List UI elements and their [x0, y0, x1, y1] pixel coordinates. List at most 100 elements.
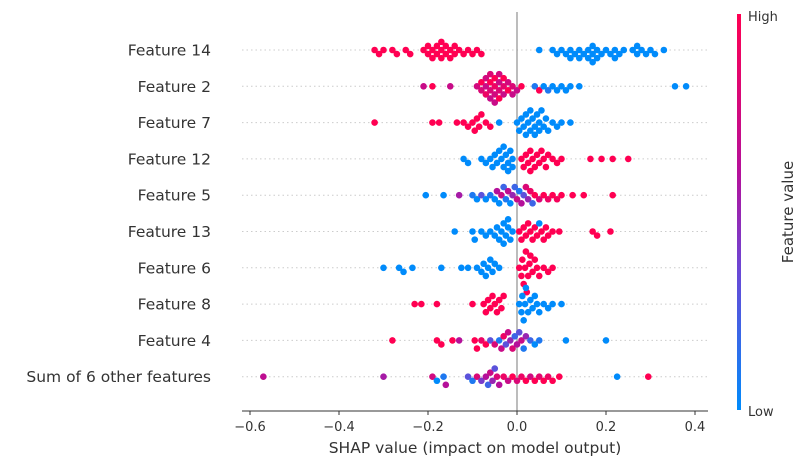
shap-point [380, 373, 387, 381]
shap-point [406, 50, 414, 58]
shap-point [464, 123, 472, 130]
shap-point [518, 308, 525, 316]
shap-point [527, 107, 534, 114]
shap-point [549, 155, 556, 163]
shap-point [620, 46, 628, 54]
shap-point [518, 155, 525, 163]
shap-point [402, 46, 410, 54]
shap-point [509, 91, 516, 98]
shap-point [464, 373, 472, 381]
shap-point [571, 50, 579, 58]
shap-point [471, 127, 479, 135]
shap-point [440, 191, 447, 199]
shap-point [531, 123, 539, 130]
shap-point [535, 220, 543, 227]
shap-point [482, 341, 490, 348]
shap-point [558, 300, 565, 308]
shap-point [469, 191, 476, 199]
shap-point [633, 50, 641, 58]
shap-point [473, 195, 481, 203]
shap-point [473, 115, 481, 122]
shap-point [513, 341, 521, 348]
shap-point [558, 46, 565, 54]
shap-point [495, 70, 503, 78]
shap-point [527, 296, 534, 304]
shap-point [576, 83, 583, 90]
shap-point [460, 119, 467, 126]
shap-point [489, 377, 496, 385]
shap-point [500, 83, 507, 90]
shap-point [429, 119, 436, 126]
shap-point [535, 272, 543, 280]
shap-point [527, 337, 534, 344]
shap-point [522, 131, 530, 139]
shap-point [544, 304, 552, 312]
shap-point [535, 127, 543, 135]
shap-point [433, 300, 441, 308]
shap-point [500, 74, 507, 82]
shap-point [535, 308, 543, 316]
shap-point [442, 42, 450, 50]
shap-point [521, 300, 529, 308]
feature-label: Feature 13 [128, 223, 211, 241]
shap-point [531, 131, 539, 139]
shap-point [518, 236, 525, 243]
shap-point [624, 155, 632, 163]
shap-point [533, 151, 541, 159]
shap-point [409, 264, 416, 272]
shap-point [593, 54, 601, 62]
shap-point [495, 95, 503, 102]
shap-point [538, 147, 545, 155]
shap-point [482, 232, 490, 239]
shap-point [438, 54, 445, 62]
shap-point [549, 119, 556, 126]
shap-point [531, 377, 539, 385]
shap-point [540, 264, 547, 272]
shap-point [535, 46, 543, 54]
shap-point [593, 232, 601, 239]
shap-point [531, 163, 539, 171]
shap-point [502, 151, 510, 159]
shap-point [521, 264, 529, 272]
shap-point [518, 83, 525, 90]
shap-point [487, 337, 494, 344]
x-tick-label: 0.0 [507, 420, 528, 435]
shap-point [458, 264, 465, 272]
feature-label: Feature 2 [138, 78, 211, 96]
shap-point [555, 373, 563, 381]
shap-point [518, 337, 525, 344]
shap-point [495, 264, 503, 272]
shap-point [487, 70, 494, 78]
shap-point [511, 183, 519, 191]
shap-point [598, 155, 605, 163]
shap-point [540, 155, 547, 163]
shap-point [491, 341, 499, 348]
shap-point [562, 50, 570, 58]
shap-point [487, 228, 494, 235]
shap-point [491, 260, 499, 268]
shap-point [544, 268, 552, 276]
shap-point [642, 50, 650, 58]
shap-point [524, 195, 532, 203]
shap-point [487, 87, 494, 94]
shap-point [482, 308, 490, 316]
shap-point [520, 224, 527, 231]
shap-point [500, 143, 507, 151]
shap-point [549, 377, 556, 385]
shap-point [518, 200, 525, 207]
shap-point [495, 78, 503, 86]
shap-point [500, 240, 507, 247]
shap-point [478, 155, 485, 163]
shap-point [507, 147, 514, 155]
shap-point [509, 83, 516, 90]
shap-point [500, 292, 507, 300]
shap-point [529, 304, 536, 312]
shap-point [480, 260, 487, 268]
shap-point [393, 50, 401, 58]
shap-point [529, 155, 536, 163]
x-tick-label: −0.6 [234, 420, 266, 435]
shap-point [513, 87, 521, 94]
shap-point [524, 119, 532, 126]
shap-point [482, 159, 490, 167]
shap-point [482, 74, 490, 82]
